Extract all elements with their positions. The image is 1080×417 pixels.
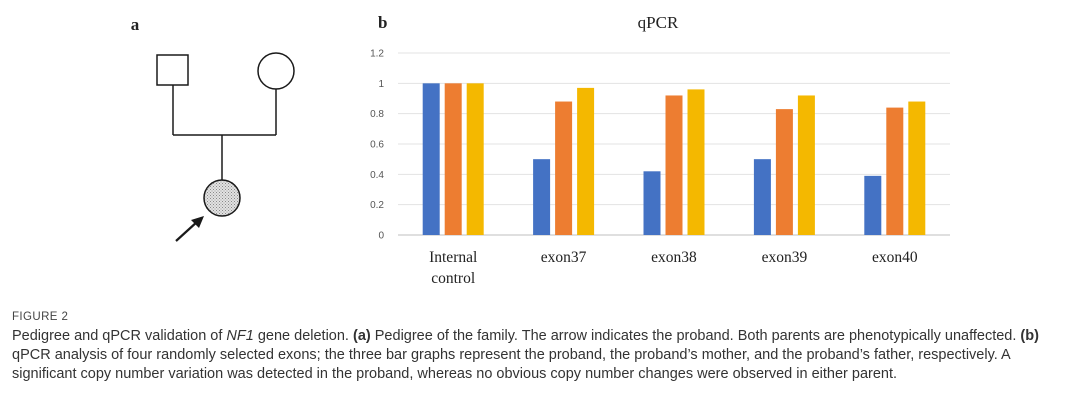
bar xyxy=(886,107,904,235)
pedigree-panel: a xyxy=(0,0,360,300)
mother-circle xyxy=(257,52,295,90)
caption-text: Pedigree and qPCR validation of NF1 gene… xyxy=(12,327,1072,384)
caption-part-a: (a) xyxy=(353,328,371,344)
panel-a-label: a xyxy=(131,15,140,34)
bar xyxy=(687,89,705,236)
panel-b-label: b xyxy=(378,13,387,32)
y-tick-label: 0.8 xyxy=(370,109,384,120)
y-tick-label: 0 xyxy=(378,231,384,242)
x-tick-label: exon37 xyxy=(541,249,587,266)
pedigree-diagram: a xyxy=(131,15,295,242)
x-tick-label: exon39 xyxy=(762,249,808,266)
bar xyxy=(665,95,683,235)
caption-text-4: qPCR analysis of four randomly selected … xyxy=(12,347,1010,382)
caption-text-3: Pedigree of the family. The arrow indica… xyxy=(370,328,1021,344)
figure-caption: FIGURE 2 Pedigree and qPCR validation of… xyxy=(12,311,1072,384)
bar xyxy=(422,83,440,235)
bar xyxy=(533,159,551,235)
y-tick-label: 1 xyxy=(378,79,384,90)
proband-circle xyxy=(203,179,241,217)
bar xyxy=(775,109,793,235)
qpcr-bar-chart: b qPCR 0 0.2 0.4 0.6 0.8 1 1.2 Internal control… xyxy=(370,13,950,287)
father-square xyxy=(156,54,189,86)
caption-gene: NF1 xyxy=(226,328,254,344)
caption-part-b: (b) xyxy=(1020,328,1039,344)
y-tick-label: 0.4 xyxy=(370,170,384,181)
figure-label: FIGURE 2 xyxy=(12,311,69,323)
bar xyxy=(577,87,595,235)
bar xyxy=(864,175,882,235)
x-tick-label: exon40 xyxy=(872,249,918,266)
caption-text-2: gene deletion. xyxy=(253,328,353,344)
x-tick-label: Internal control xyxy=(429,249,477,287)
bar xyxy=(466,83,484,235)
qpcr-chart-panel: b qPCR 0 0.2 0.4 0.6 0.8 1 1.2 Internal control… xyxy=(360,0,1080,300)
bars xyxy=(422,83,926,236)
proband-arrow-icon xyxy=(175,216,204,242)
bar xyxy=(797,95,815,235)
bar xyxy=(444,83,462,235)
bar xyxy=(908,101,926,236)
chart-title: qPCR xyxy=(638,13,679,32)
y-tick-label: 1.2 xyxy=(370,49,384,60)
y-tick-label: 0.2 xyxy=(370,200,384,211)
bar xyxy=(753,159,771,235)
y-axis-ticks: 0 0.2 0.4 0.6 0.8 1 1.2 xyxy=(370,49,384,242)
bar xyxy=(643,171,661,235)
x-tick-label: exon38 xyxy=(651,249,697,266)
y-tick-label: 0.6 xyxy=(370,140,384,151)
x-axis-labels: Internal control exon37 exon38 exon39 exon40 xyxy=(429,249,918,287)
caption-text-1: Pedigree and qPCR validation of xyxy=(12,328,227,344)
bar xyxy=(555,101,573,236)
